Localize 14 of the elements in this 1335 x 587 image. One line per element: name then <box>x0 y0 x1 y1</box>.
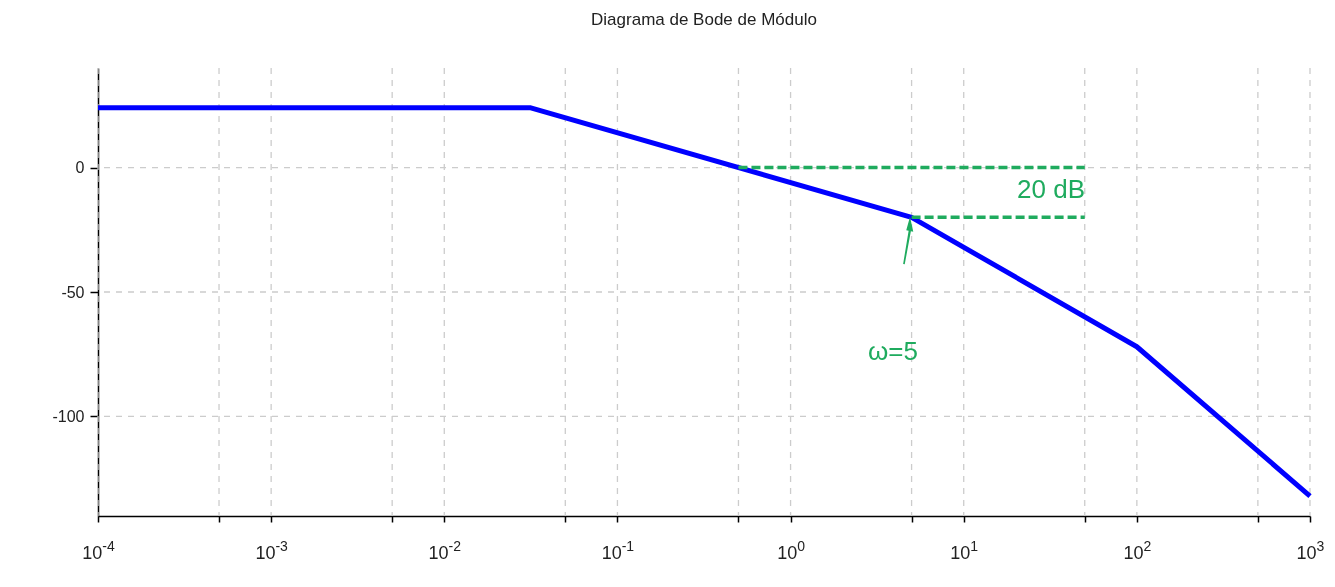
y-tick-label: 0 <box>75 159 85 177</box>
x-tick-label: 10$^{-4}$ <box>82 537 115 563</box>
x-tick-label: 10$^{-1}$ <box>601 537 635 563</box>
y-tick-label: -50 <box>61 283 85 301</box>
chart-title: Diagrama de Bode de Módulo <box>591 10 817 30</box>
annotation: 20 dB <box>1017 174 1085 204</box>
annotation: ω=5 <box>868 336 918 366</box>
x-tick-label: 10$^{1}$ <box>950 537 979 563</box>
x-tick-label: 10$^{-2}$ <box>428 537 462 563</box>
x-tick-label: 10$^{-3}$ <box>255 537 289 563</box>
x-tick-label: 10$^{2}$ <box>1123 537 1152 563</box>
x-tick-label: 10$^{3}$ <box>1296 537 1325 563</box>
y-tick-label: -100 <box>52 407 85 425</box>
x-tick-label: 10$^{0}$ <box>777 537 806 563</box>
